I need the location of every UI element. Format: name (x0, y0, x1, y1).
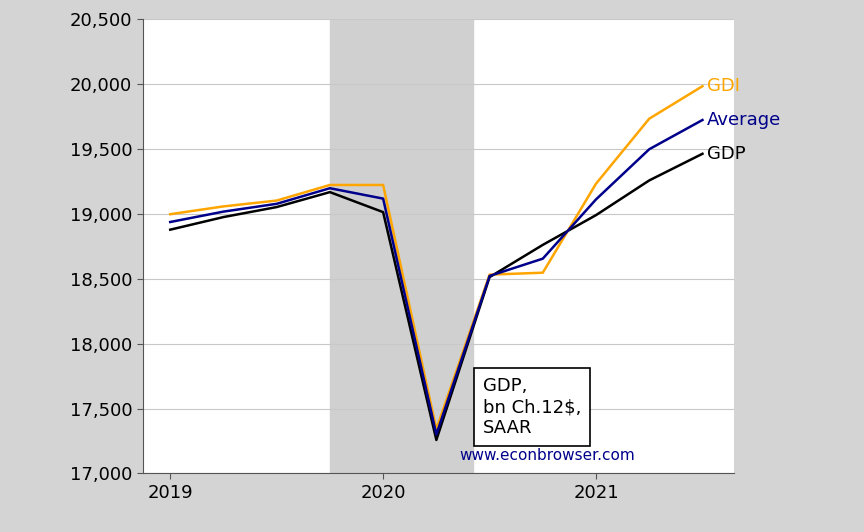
Bar (330, 19, 473, 473)
Text: Average: Average (707, 111, 781, 129)
Text: GDP,
bn Ch.12$,
SAAR: GDP, bn Ch.12$, SAAR (483, 378, 581, 437)
Text: www.econbrowser.com: www.econbrowser.com (459, 448, 635, 463)
Text: GDP: GDP (707, 145, 746, 163)
Text: GDI: GDI (707, 77, 740, 95)
